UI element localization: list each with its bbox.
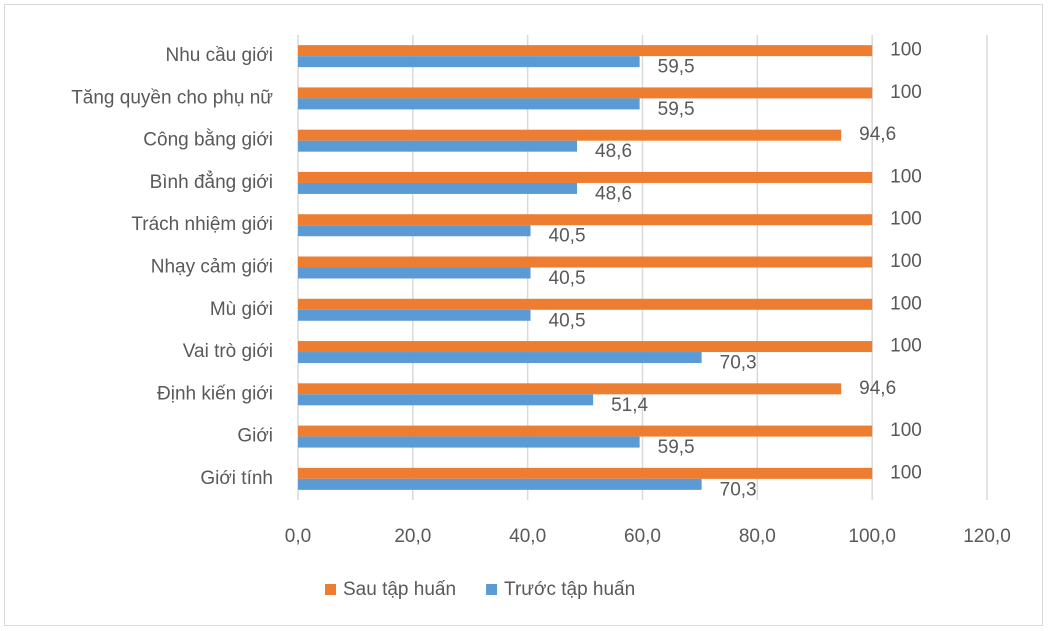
data-label: 70,3	[720, 353, 757, 374]
bar	[298, 478, 702, 490]
data-label: 40,5	[549, 226, 586, 247]
data-label: 70,3	[720, 479, 757, 500]
data-label: 100	[890, 462, 922, 483]
bar	[298, 467, 873, 479]
x-tick-label: 0,0	[285, 526, 311, 547]
data-label: 100	[890, 293, 922, 314]
data-label: 100	[890, 251, 922, 272]
legend-swatch	[486, 584, 498, 595]
bar	[298, 171, 873, 183]
data-label: 100	[890, 336, 922, 357]
data-label: 40,5	[549, 310, 586, 331]
legend-swatch	[325, 584, 336, 595]
x-tick-label: 120,0	[963, 526, 1011, 547]
bar	[298, 214, 873, 226]
bar	[298, 309, 531, 321]
bar	[298, 341, 873, 353]
x-tick-label: 100,0	[848, 526, 896, 547]
x-tick-label: 80,0	[739, 526, 776, 547]
y-tick-label: Vai trò giới	[183, 341, 273, 362]
y-tick-label: Tăng quyền cho phụ nữ	[71, 87, 273, 108]
bar	[298, 182, 578, 194]
data-label: 51,4	[611, 395, 648, 416]
y-tick-label: Nhạy cảm giới	[151, 257, 273, 278]
x-tick-label: 40,0	[509, 526, 546, 547]
data-label: 94,6	[859, 124, 896, 145]
bar	[298, 425, 873, 437]
bar	[298, 352, 702, 364]
data-label: 100	[890, 209, 922, 230]
data-label: 48,6	[595, 183, 632, 204]
y-tick-label: Giới	[237, 426, 273, 447]
bar	[298, 98, 640, 110]
bar	[298, 87, 873, 99]
bar	[298, 394, 594, 406]
bar	[298, 225, 531, 237]
legend-label: Trước tập huấn	[504, 579, 635, 600]
y-tick-label: Giới tính	[200, 468, 273, 489]
data-label: 59,5	[658, 437, 695, 458]
x-tick-label: 20,0	[394, 526, 431, 547]
bar	[298, 45, 873, 57]
data-label: 59,5	[658, 99, 695, 120]
data-label: 40,5	[549, 268, 586, 289]
y-tick-label: Trách nhiệm giới	[131, 214, 273, 235]
y-tick-label: Công bằng giới	[143, 129, 273, 151]
bar	[298, 298, 873, 310]
data-label: 100	[890, 40, 922, 61]
data-label: 48,6	[595, 141, 632, 162]
bar	[298, 56, 640, 68]
bar	[298, 383, 842, 395]
data-label: 100	[890, 166, 922, 187]
data-label: 100	[890, 82, 922, 103]
data-label: 59,5	[658, 57, 695, 78]
y-tick-label: Định kiến giới	[157, 383, 273, 404]
y-tick-label: Nhu cầu giới	[165, 45, 273, 66]
data-label: 100	[890, 420, 922, 441]
data-label: 94,6	[859, 378, 896, 399]
y-tick-label: Bình đẳng giới	[150, 171, 273, 193]
x-tick-label: 60,0	[624, 526, 661, 547]
legend-label: Sau tập huấn	[343, 579, 456, 600]
bar	[298, 267, 531, 279]
y-tick-label: Mù giới	[210, 299, 273, 320]
bar	[298, 256, 873, 268]
bar	[298, 129, 842, 141]
bar	[298, 436, 640, 448]
bar	[298, 140, 578, 152]
